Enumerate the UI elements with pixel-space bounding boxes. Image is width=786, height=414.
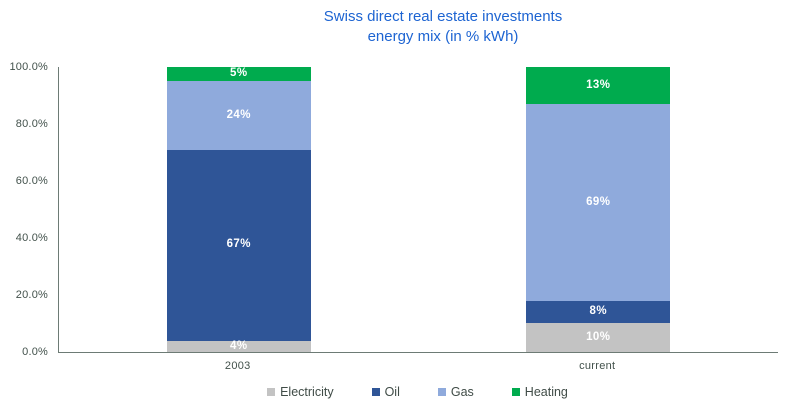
segment-data-label: 67%: [226, 238, 251, 251]
legend: Electricity Oil Gas Heating: [58, 385, 777, 399]
y-axis-tick-label: 0.0%: [22, 346, 48, 358]
chart-title-line2: energy mix (in % kWh): [367, 28, 519, 45]
segment-data-label: 8%: [589, 305, 607, 318]
segment-gas: 24%: [166, 81, 311, 150]
legend-item-gas: Gas: [437, 385, 474, 399]
x-axis-label: current: [579, 360, 616, 372]
segment-data-label: 10%: [586, 330, 611, 343]
chart-title: Swiss direct real estate investments ene…: [100, 7, 786, 47]
legend-item-electricity: Electricity: [267, 385, 334, 399]
legend-swatch-icon: [511, 388, 520, 396]
legend-label: Gas: [450, 385, 474, 399]
legend-swatch-icon: [267, 388, 276, 396]
segment-heating: 5%: [166, 67, 311, 82]
segment-data-label: 69%: [586, 195, 611, 208]
legend-label: Oil: [384, 385, 400, 399]
segment-data-label: 4%: [230, 339, 248, 352]
legend-swatch-icon: [371, 388, 380, 396]
legend-label: Electricity: [280, 385, 334, 399]
segment-data-label: 5%: [230, 67, 248, 80]
chart-title-line1: Swiss direct real estate investments: [323, 8, 563, 25]
y-axis-tick-label: 20.0%: [15, 289, 48, 301]
legend-label: Heating: [524, 385, 568, 399]
segment-data-label: 13%: [586, 78, 611, 91]
segment-oil: 67%: [166, 149, 311, 341]
y-axis-tick-label: 80.0%: [15, 118, 48, 130]
segment-heating: 13%: [526, 67, 671, 105]
legend-item-heating: Heating: [511, 385, 568, 399]
plot-area: 5% 24% 67% 4% 13% 69% 8% 10%: [58, 67, 778, 353]
bar-current: 13% 69% 8% 10%: [526, 67, 671, 352]
segment-electricity: 10%: [526, 323, 671, 352]
y-axis-tick-label: 60.0%: [15, 175, 48, 187]
segment-electricity: 4%: [166, 339, 311, 352]
segment-data-label: 24%: [226, 108, 251, 121]
y-axis-tick-label: 40.0%: [15, 232, 48, 244]
legend-item-oil: Oil: [371, 385, 400, 399]
y-axis-tick-label: 100.0%: [9, 61, 48, 73]
bar-2003: 5% 24% 67% 4%: [166, 67, 311, 352]
x-axis-label: 2003: [224, 360, 251, 372]
segment-gas: 69%: [526, 104, 671, 301]
legend-swatch-icon: [437, 388, 446, 396]
segment-oil: 8%: [526, 300, 671, 324]
